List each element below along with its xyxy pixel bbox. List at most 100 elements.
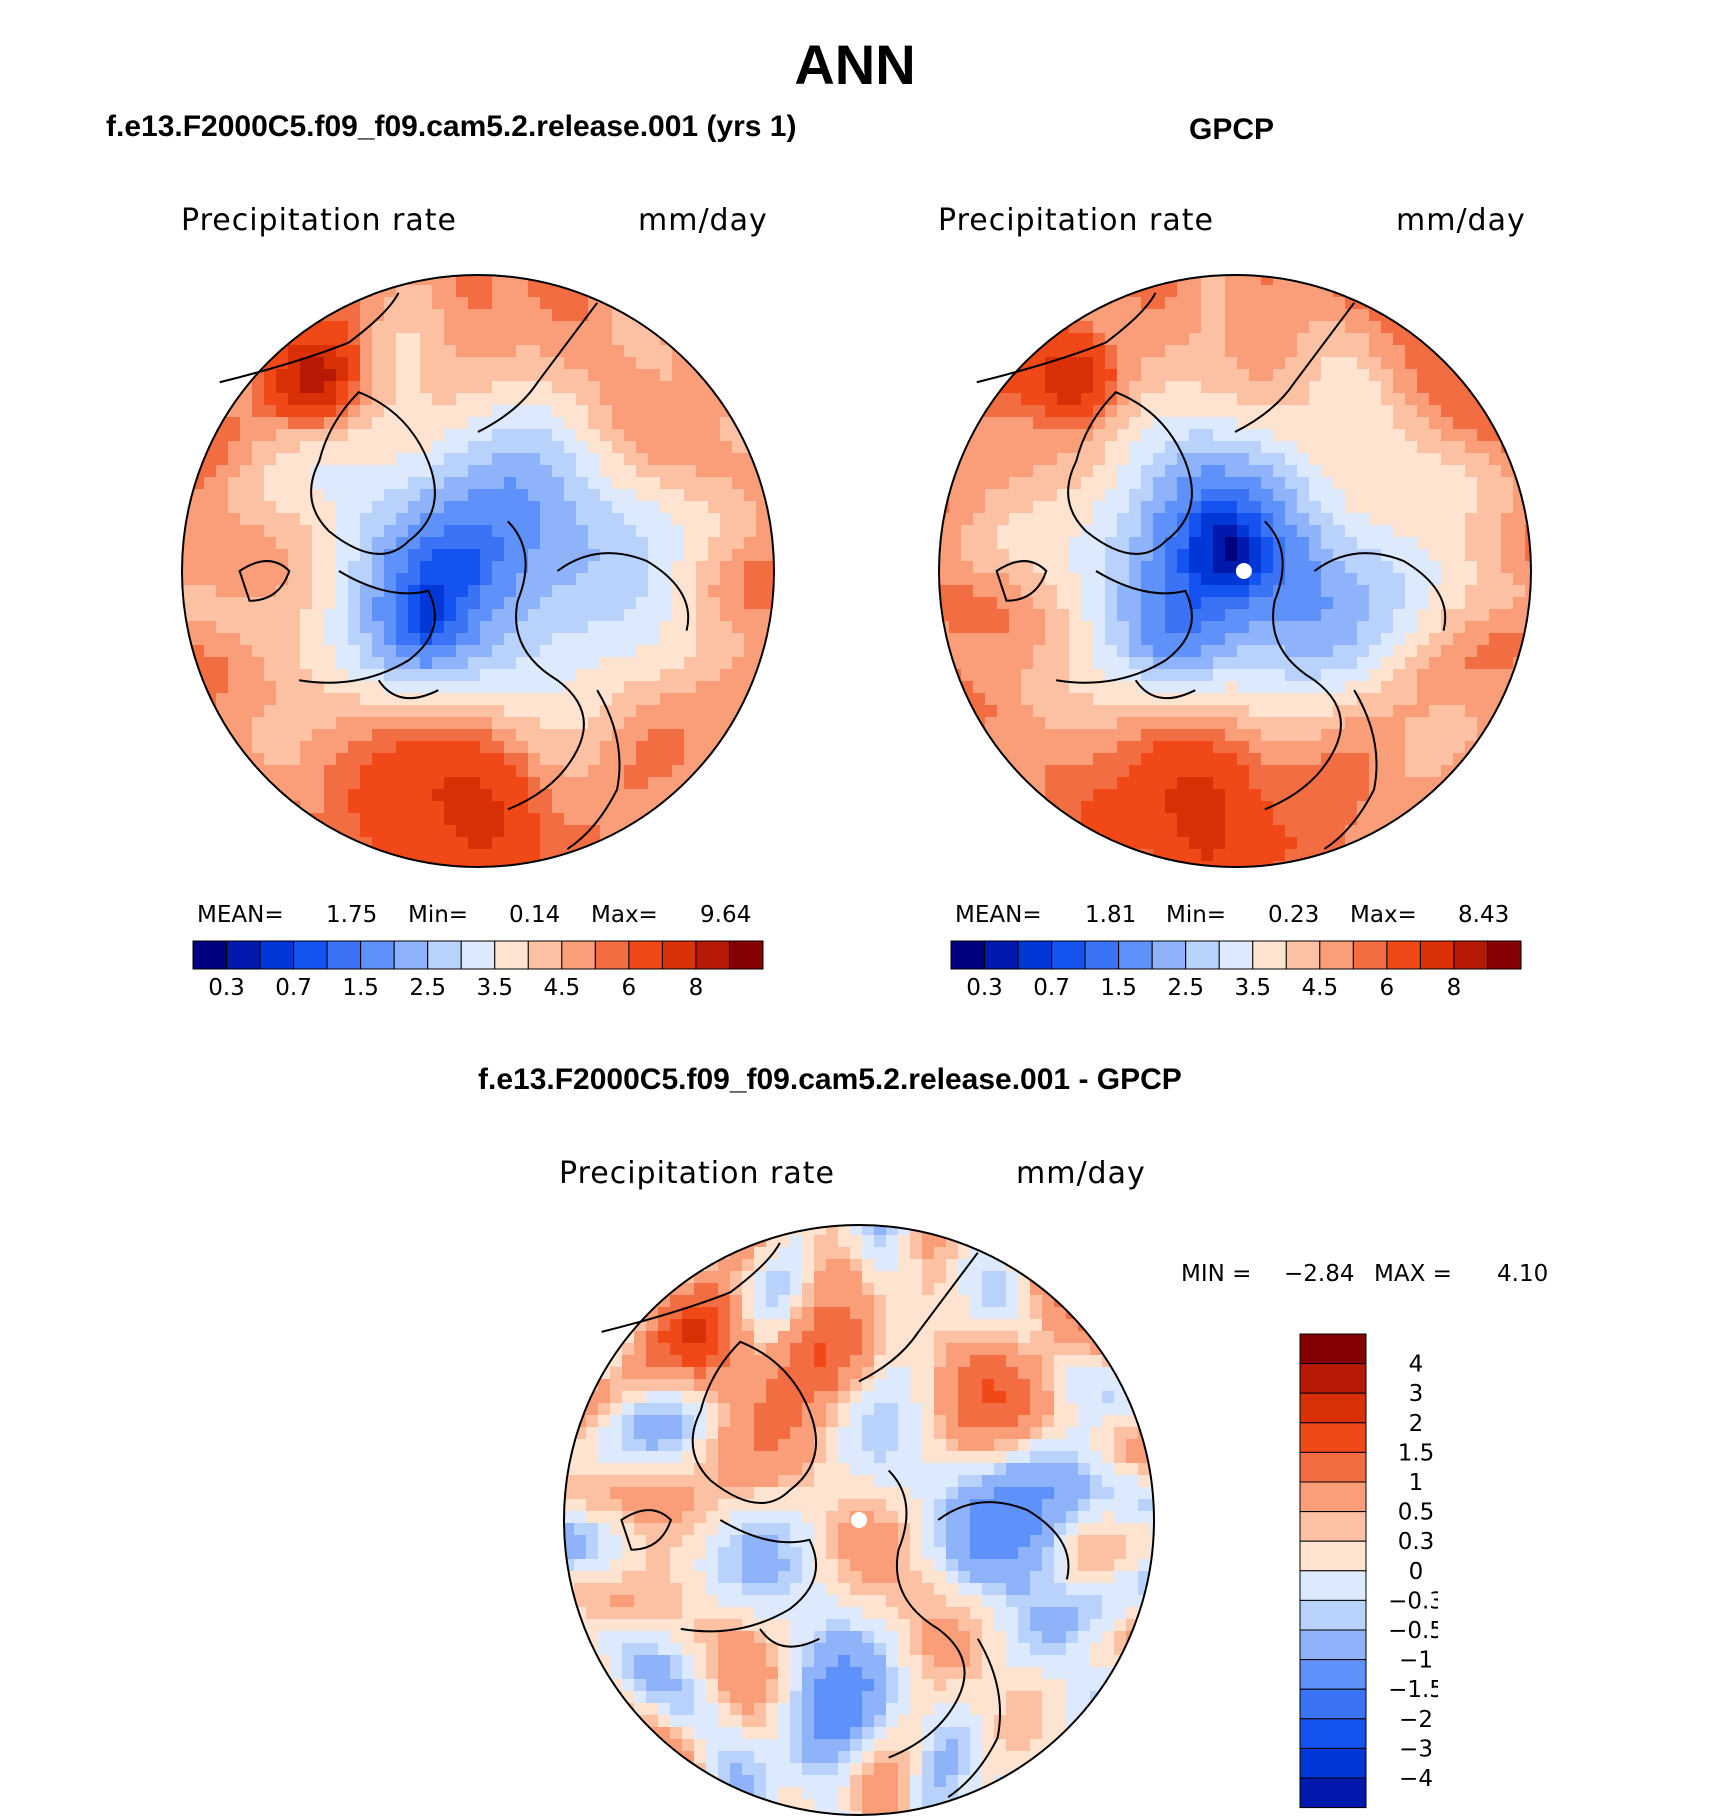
colorbar-swatch	[1387, 941, 1421, 969]
colorbar-swatch	[327, 941, 361, 969]
pole-mask	[1236, 563, 1252, 579]
colorbar-swatch	[1300, 1719, 1366, 1749]
diff-variable-label: Precipitation rate	[559, 1156, 835, 1191]
colorbar-swatch	[1454, 941, 1488, 969]
colorbar-swatch	[528, 941, 562, 969]
colorbar-tick-label: 4.5	[1302, 975, 1339, 1000]
panel2-mean-label: MEAN=	[955, 902, 1042, 928]
colorbar-tick-label: −2	[1399, 1707, 1433, 1733]
colorbar-swatch	[985, 941, 1019, 969]
colorbar-swatch	[1300, 1541, 1366, 1571]
diff-map	[562, 1223, 1156, 1817]
diff-units: mm/day	[1016, 1156, 1146, 1191]
colorbar-swatch	[1300, 1571, 1366, 1601]
colorbar-tick-label: 6	[622, 975, 637, 1000]
colorbar-tick-label: 4	[1409, 1352, 1424, 1378]
colorbar-tick-label: 1	[1409, 1470, 1424, 1496]
colorbar-swatch	[193, 941, 227, 969]
panel1-map	[180, 273, 776, 869]
colorbar-tick-label: 0.3	[966, 975, 1003, 1000]
colorbar-swatch	[1300, 1660, 1366, 1690]
colorbar-swatch	[1219, 941, 1253, 969]
colorbar-swatch	[1119, 941, 1153, 969]
colorbar-swatch	[662, 941, 696, 969]
colorbar-swatch	[1300, 1689, 1366, 1719]
colorbar-swatch	[1320, 941, 1354, 969]
colorbar-tick-label: 2	[1409, 1411, 1424, 1437]
colorbar-swatch	[1300, 1364, 1366, 1394]
colorbar-tick-label: 0.5	[1398, 1500, 1435, 1526]
panel1-mean-value: 1.75	[326, 902, 377, 928]
panel2-units: mm/day	[1396, 203, 1526, 238]
colorbar-tick-label: 3.5	[476, 975, 513, 1000]
colorbar-swatch	[1300, 1748, 1366, 1778]
colorbar-tick-label: 1.5	[342, 975, 379, 1000]
colorbar-tick-label: 0.3	[208, 975, 245, 1000]
panel2-min-label: Min=	[1166, 902, 1226, 928]
colorbar-swatch	[227, 941, 261, 969]
colorbar-swatch	[1085, 941, 1119, 969]
colorbar-swatch	[1300, 1778, 1366, 1808]
colorbar-tick-label: 1.5	[1100, 975, 1137, 1000]
panel1-max-value: 9.64	[700, 902, 751, 928]
colorbar-swatch	[1300, 1393, 1366, 1423]
panel2-mean-value: 1.81	[1085, 902, 1136, 928]
panel1-min-label: Min=	[408, 902, 468, 928]
diff-max-value: 4.10	[1497, 1261, 1548, 1287]
colorbar-swatch	[1420, 941, 1454, 969]
colorbar-tick-label: −1.5	[1388, 1677, 1438, 1703]
colorbar-swatch	[294, 941, 328, 969]
panel2-variable-label: Precipitation rate	[938, 203, 1214, 238]
colorbar-swatch	[951, 941, 985, 969]
colorbar-tick-label: 0.3	[1398, 1529, 1435, 1555]
colorbar-tick-label: 3.5	[1234, 975, 1271, 1000]
panel1-variable-label: Precipitation rate	[181, 203, 457, 238]
colorbar-swatch	[1300, 1452, 1366, 1482]
colorbar-tick-label: 0.7	[275, 975, 312, 1000]
colorbar-swatch	[1300, 1512, 1366, 1542]
colorbar-swatch	[260, 941, 294, 969]
panel1-title: f.e13.F2000C5.f09_f09.cam5.2.release.001…	[106, 110, 796, 144]
colorbar-tick-label: 8	[689, 975, 704, 1000]
colorbar-swatch	[1300, 1482, 1366, 1512]
colorbar-swatch	[1300, 1423, 1366, 1453]
panel2-title: GPCP	[1189, 113, 1274, 147]
colorbar-swatch	[361, 941, 395, 969]
colorbar-swatch	[394, 941, 428, 969]
colorbar-swatch	[696, 941, 730, 969]
colorbar-swatch	[1300, 1630, 1366, 1660]
colorbar-swatch	[1487, 941, 1521, 969]
colorbar-swatch	[1300, 1334, 1366, 1364]
colorbar-swatch	[1052, 941, 1086, 969]
colorbar-swatch	[495, 941, 529, 969]
colorbar-swatch	[1353, 941, 1387, 969]
diff-min-value: −2.84	[1284, 1261, 1354, 1287]
diff-panel-title: f.e13.F2000C5.f09_f09.cam5.2.release.001…	[478, 1063, 1182, 1097]
colorbar-tick-label: −0.3	[1388, 1588, 1438, 1614]
colorbar-tick-label: 8	[1447, 975, 1462, 1000]
colorbar-swatch	[1286, 941, 1320, 969]
panel1-min-value: 0.14	[509, 902, 560, 928]
colorbar-swatch	[629, 941, 663, 969]
diff-max-label: MAX =	[1374, 1261, 1452, 1287]
colorbar-tick-label: 0.7	[1033, 975, 1070, 1000]
colorbar-swatch	[595, 941, 629, 969]
panel2-max-label: Max=	[1350, 902, 1417, 928]
colorbar-swatch	[461, 941, 495, 969]
colorbar-swatch	[729, 941, 763, 969]
colorbar-swatch	[1186, 941, 1220, 969]
colorbar-tick-label: 1.5	[1398, 1440, 1435, 1466]
panel2-min-value: 0.23	[1268, 902, 1319, 928]
colorbar-tick-label: −4	[1399, 1766, 1433, 1792]
colorbar-tick-label: 0	[1409, 1559, 1424, 1585]
colorbar-tick-label: −0.5	[1388, 1618, 1438, 1644]
colorbar-tick-label: 6	[1380, 975, 1395, 1000]
panel1-max-label: Max=	[591, 902, 658, 928]
figure-title: ANN	[0, 32, 1710, 97]
colorbar-swatch	[562, 941, 596, 969]
panel1-units: mm/day	[638, 203, 768, 238]
panel1-mean-label: MEAN=	[197, 902, 284, 928]
panel2-map	[937, 273, 1533, 869]
